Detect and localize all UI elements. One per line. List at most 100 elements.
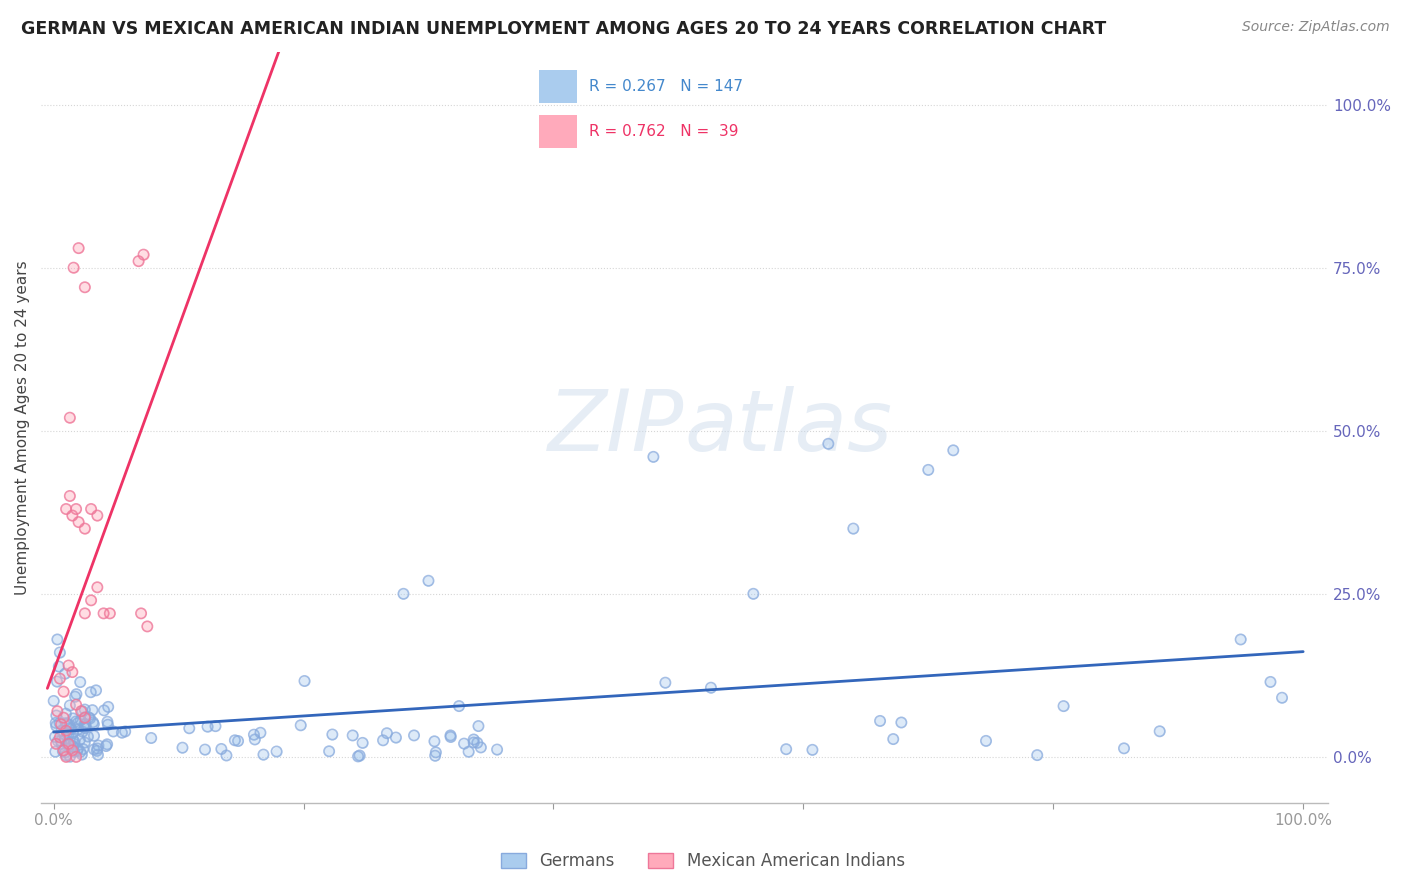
Point (86, 741, 108, 756)
Point (73, 721, 96, 735)
Point (60, 665, 83, 679)
Point (111, 725, 134, 739)
Point (243, 728, 266, 742)
Point (55, 723, 77, 738)
Point (58, 737, 80, 751)
Point (385, 731, 408, 745)
Point (440, 730, 463, 744)
Point (62, 260, 84, 275)
Point (60, 508, 83, 523)
Point (83, 742, 105, 756)
Point (1229, 632, 1251, 647)
Point (42, 694, 65, 708)
Point (974, 734, 997, 748)
Point (60, 665, 83, 679)
Point (46, 674, 69, 689)
Point (425, 745, 447, 759)
Point (290, 718, 312, 732)
Point (418, 574, 440, 588)
Point (59, 489, 82, 503)
Point (48, 659, 70, 673)
Point (79, 711, 101, 725)
Point (59, 410, 82, 425)
Point (266, 745, 288, 759)
Point (63, 735, 86, 749)
Point (103, 724, 125, 739)
Point (65, 502, 87, 516)
Point (67, 241, 90, 255)
Point (77, 710, 100, 724)
Point (53, 746, 76, 760)
Point (86, 744, 108, 758)
Point (87, 747, 110, 762)
Point (58, 658, 80, 673)
Point (385, 731, 408, 745)
Point (700, 681, 723, 695)
Point (465, 736, 488, 750)
Point (73, 280, 96, 294)
Point (418, 574, 440, 588)
Point (204, 719, 226, 733)
Text: ZIP: ZIP (548, 386, 685, 469)
Point (86, 580, 108, 594)
Point (80, 502, 103, 516)
Point (62, 739, 84, 754)
Point (49, 672, 72, 686)
Point (66, 716, 89, 731)
Point (86, 580, 108, 594)
Point (96, 714, 118, 729)
Point (48, 716, 70, 731)
Point (75, 717, 97, 731)
Legend: Germans, Mexican American Indians: Germans, Mexican American Indians (495, 846, 911, 877)
Point (55, 706, 77, 721)
Point (423, 748, 446, 763)
Point (86, 508, 108, 523)
Point (49, 717, 72, 731)
Point (65, 750, 87, 764)
Point (59, 410, 82, 425)
Point (294, 673, 316, 688)
Point (67, 722, 90, 736)
Point (453, 737, 475, 751)
Point (55, 502, 77, 516)
Point (73, 711, 96, 725)
Point (425, 745, 447, 759)
Point (700, 681, 723, 695)
Point (56, 717, 79, 731)
Point (83, 717, 105, 731)
Point (52, 743, 75, 757)
Point (66, 741, 89, 756)
Point (48, 659, 70, 673)
Point (53, 746, 76, 760)
Point (463, 732, 485, 747)
Point (73, 607, 96, 621)
Point (51, 723, 73, 738)
Point (42, 694, 65, 708)
Point (1271, 690, 1294, 705)
Point (97, 699, 120, 714)
Point (226, 734, 249, 748)
Point (66, 716, 89, 731)
Point (447, 699, 470, 714)
Point (654, 675, 676, 690)
Point (1260, 675, 1282, 690)
Point (93, 607, 115, 621)
Point (801, 743, 824, 757)
Point (73, 717, 96, 731)
Point (141, 731, 163, 745)
Point (65, 502, 87, 516)
Point (49, 717, 72, 731)
Point (63, 737, 86, 751)
Point (73, 607, 96, 621)
Point (215, 748, 238, 763)
Point (51, 723, 73, 738)
Point (55, 716, 77, 731)
Point (439, 728, 461, 742)
Point (60, 722, 83, 736)
Point (179, 721, 201, 735)
Point (45, 715, 67, 730)
Point (63, 745, 86, 759)
Point (45, 719, 67, 733)
Point (63, 690, 86, 704)
Point (70, 747, 93, 762)
